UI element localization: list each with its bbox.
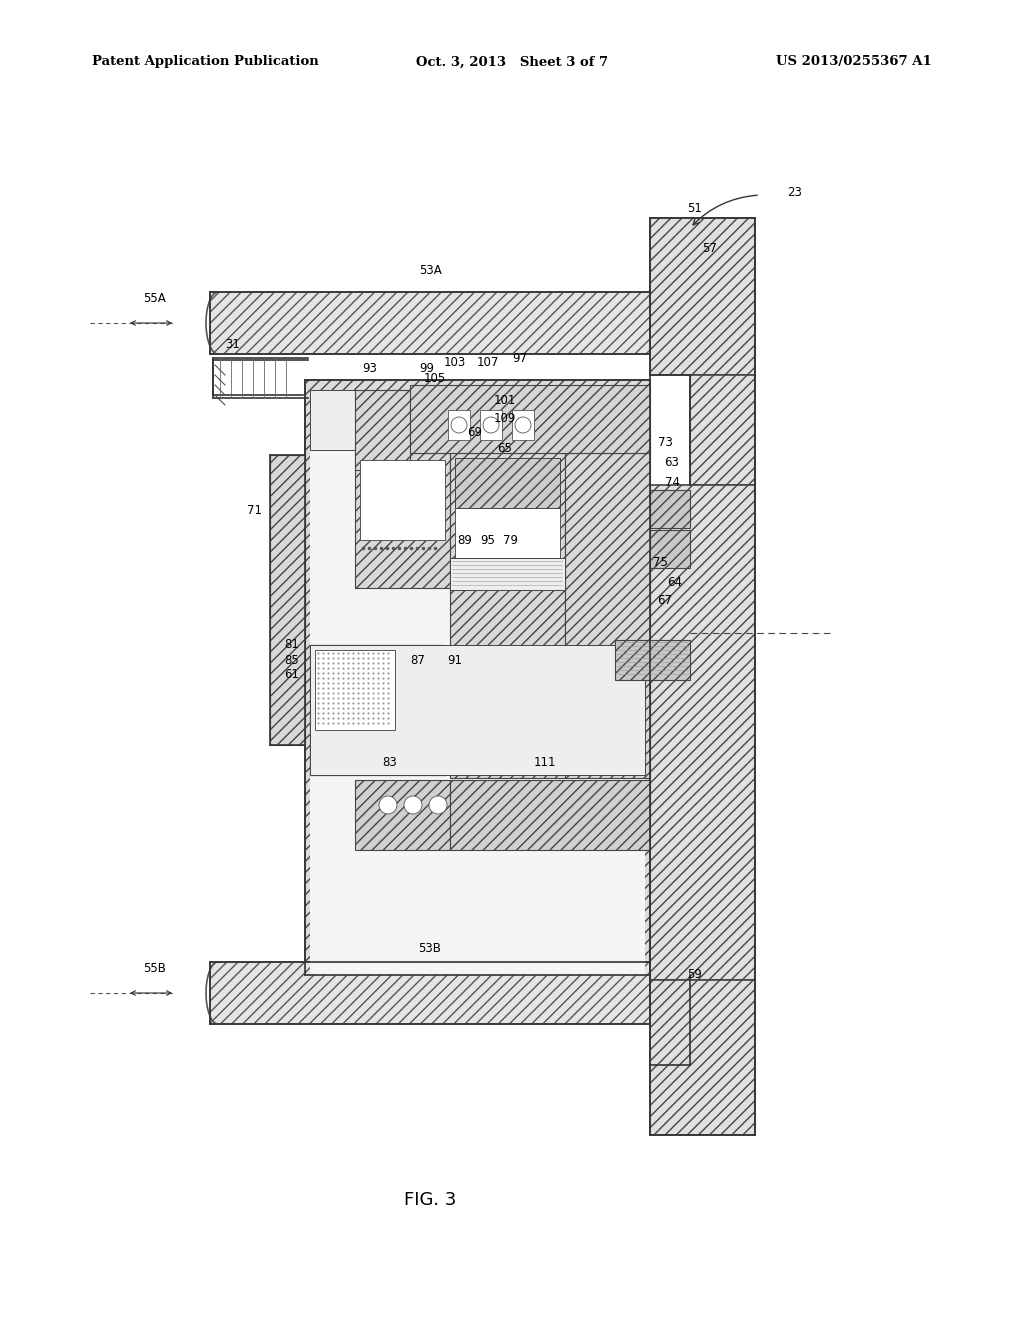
Bar <box>310 389 645 450</box>
Text: 97: 97 <box>512 351 527 364</box>
Bar <box>650 484 755 979</box>
Circle shape <box>404 796 422 814</box>
Text: 73: 73 <box>657 436 673 449</box>
Text: 107: 107 <box>477 355 499 368</box>
Bar <box>565 453 650 648</box>
Text: 83: 83 <box>383 755 397 768</box>
Text: 74: 74 <box>665 475 680 488</box>
Bar <box>360 459 445 540</box>
Text: 111: 111 <box>534 755 556 768</box>
Bar <box>650 218 755 375</box>
Bar <box>310 645 445 775</box>
Text: 105: 105 <box>424 371 446 384</box>
Bar <box>210 292 650 354</box>
Bar <box>450 780 650 850</box>
Text: 93: 93 <box>362 362 378 375</box>
Bar <box>450 558 565 590</box>
Bar <box>450 453 565 648</box>
Text: 31: 31 <box>225 338 241 351</box>
Bar <box>650 490 690 528</box>
Text: Oct. 3, 2013   Sheet 3 of 7: Oct. 3, 2013 Sheet 3 of 7 <box>416 55 608 69</box>
Bar <box>310 389 645 975</box>
Text: 23: 23 <box>787 186 803 198</box>
Text: 89: 89 <box>458 533 472 546</box>
Text: 65: 65 <box>498 441 512 454</box>
Bar <box>650 979 755 1135</box>
Text: 71: 71 <box>248 503 262 516</box>
Bar <box>410 385 650 453</box>
Text: 53A: 53A <box>419 264 441 276</box>
Bar <box>450 648 565 777</box>
Bar <box>305 380 650 979</box>
Text: 59: 59 <box>687 969 702 982</box>
Text: 91: 91 <box>447 653 463 667</box>
Bar <box>565 648 650 777</box>
Circle shape <box>451 417 467 433</box>
Bar <box>355 453 450 587</box>
Text: Patent Application Publication: Patent Application Publication <box>92 55 318 69</box>
Bar <box>315 649 395 730</box>
Text: 109: 109 <box>494 412 516 425</box>
Text: 85: 85 <box>285 653 299 667</box>
Text: FIG. 3: FIG. 3 <box>403 1191 456 1209</box>
Text: 103: 103 <box>443 355 466 368</box>
Text: 55A: 55A <box>143 292 166 305</box>
Circle shape <box>515 417 531 433</box>
Text: 95: 95 <box>480 533 496 546</box>
Circle shape <box>379 796 397 814</box>
Text: 64: 64 <box>668 576 683 589</box>
Bar <box>455 458 560 558</box>
Bar <box>355 389 410 470</box>
Circle shape <box>429 796 447 814</box>
Text: 53B: 53B <box>419 941 441 954</box>
Bar <box>355 780 450 850</box>
Bar <box>615 640 690 680</box>
Text: 101: 101 <box>494 393 516 407</box>
Bar <box>480 411 502 440</box>
Text: 79: 79 <box>504 533 518 546</box>
Bar <box>455 458 560 508</box>
Text: 67: 67 <box>657 594 673 606</box>
Bar <box>210 962 650 1024</box>
Bar <box>650 531 690 568</box>
Text: 99: 99 <box>420 362 434 375</box>
Text: 63: 63 <box>665 455 680 469</box>
Text: US 2013/0255367 A1: US 2013/0255367 A1 <box>776 55 932 69</box>
Text: 81: 81 <box>285 639 299 652</box>
Text: 57: 57 <box>702 242 718 255</box>
Circle shape <box>483 417 499 433</box>
Bar <box>449 411 470 440</box>
Bar <box>310 645 645 775</box>
Text: 75: 75 <box>652 556 668 569</box>
Bar <box>512 411 534 440</box>
Text: 55B: 55B <box>143 961 167 974</box>
Text: 69: 69 <box>468 425 482 438</box>
Text: 51: 51 <box>687 202 702 214</box>
Bar <box>270 455 305 744</box>
Text: 87: 87 <box>411 653 425 667</box>
Bar <box>690 375 755 484</box>
Text: 61: 61 <box>285 668 299 681</box>
Bar <box>310 645 445 775</box>
